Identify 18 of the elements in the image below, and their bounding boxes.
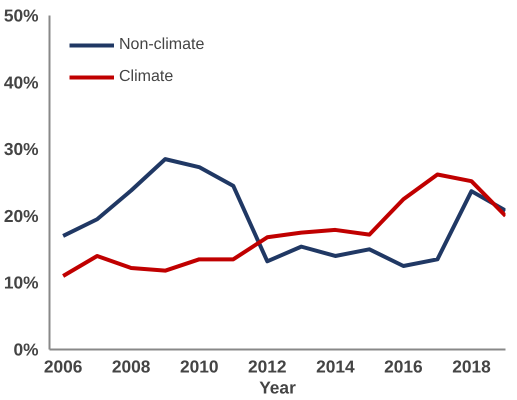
x-tick-label: 2018 [452, 356, 492, 376]
x-tick-label: 2014 [316, 356, 355, 376]
x-tick-label: 2010 [180, 356, 219, 376]
line-series [61, 172, 506, 278]
legend-label: Climate [119, 68, 174, 86]
x-tick-label: 2006 [44, 356, 83, 376]
x-tick-label: 2016 [384, 356, 424, 376]
y-tick-label: 10% [4, 272, 39, 293]
x-tick-label: 2012 [248, 356, 287, 376]
y-tick-label: 20% [4, 206, 39, 226]
x-tick-label: 2008 [112, 356, 151, 376]
y-tick-label: 40% [4, 72, 39, 92]
y-tick-label: 0% [13, 340, 38, 360]
y-tick-label: 30% [4, 139, 39, 160]
line-series [61, 157, 506, 268]
legend-label: Non-climate [119, 36, 204, 54]
x-axis-title: Year [259, 378, 296, 398]
y-tick-label: 50% [4, 6, 39, 26]
